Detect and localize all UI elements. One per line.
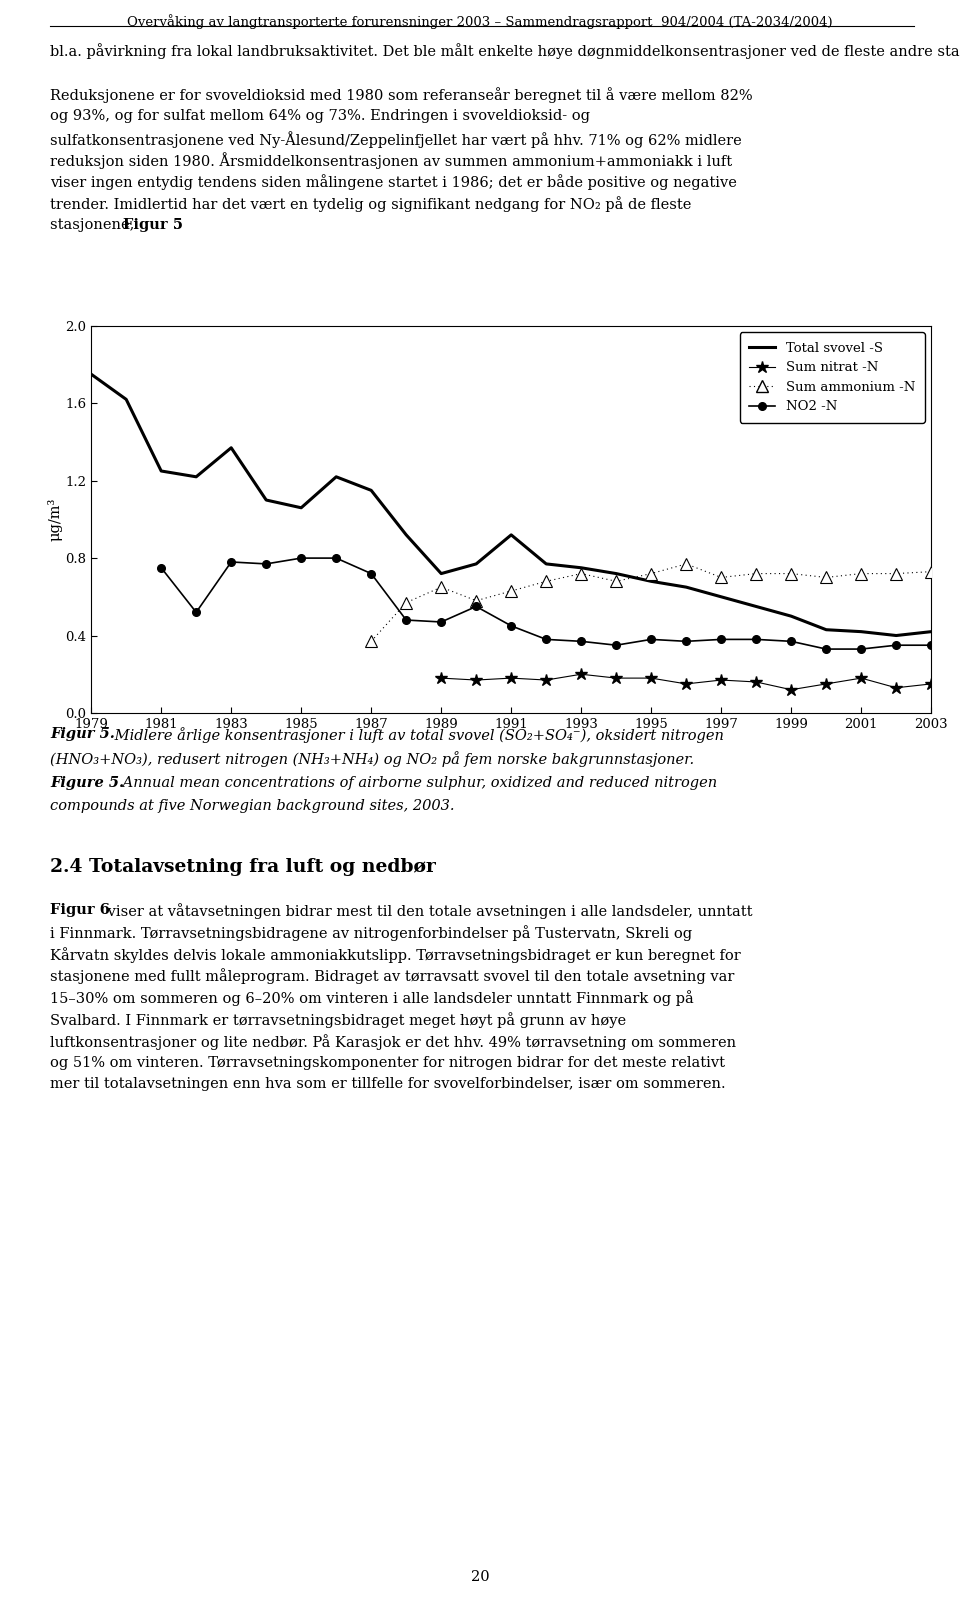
Text: Figur 5: Figur 5: [123, 218, 182, 232]
Text: stasjonene med fullt måleprogram. Bidraget av tørravsatt svovel til den totale a: stasjonene med fullt måleprogram. Bidrag…: [50, 968, 734, 984]
Text: viser ingen entydig tendens siden målingene startet i 1986; det er både positive: viser ingen entydig tendens siden måling…: [50, 174, 736, 190]
Text: Figure 5.: Figure 5.: [50, 776, 124, 790]
Text: (HNO₃+NO₃), redusert nitrogen (NH₃+NH₄) og NO₂ på fem norske bakgrunnstasjoner.: (HNO₃+NO₃), redusert nitrogen (NH₃+NH₄) …: [50, 750, 694, 766]
Text: reduksjon siden 1980. Årsmiddelkonsentrasjonen av summen ammonium+ammoniakk i lu: reduksjon siden 1980. Årsmiddelkonsentra…: [50, 153, 732, 169]
Text: 15–30% om sommeren og 6–20% om vinteren i alle landsdeler unntatt Finnmark og på: 15–30% om sommeren og 6–20% om vinteren …: [50, 990, 694, 1007]
Text: Svalbard. I Finnmark er tørravsetningsbidraget meget høyt på grunn av høye: Svalbard. I Finnmark er tørravsetningsbi…: [50, 1013, 626, 1027]
Text: Figur 6: Figur 6: [50, 903, 109, 918]
Text: .: .: [173, 218, 178, 232]
Legend: Total svovel -S, Sum nitrat -N, Sum ammonium -N, NO2 -N: Total svovel -S, Sum nitrat -N, Sum ammo…: [740, 332, 924, 423]
Text: Kårvatn skyldes delvis lokale ammoniakkutslipp. Tørravsetningsbidraget er kun be: Kårvatn skyldes delvis lokale ammoniakku…: [50, 947, 741, 963]
Text: mer til totalavsetningen enn hva som er tillfelle for svovelforbindelser, især o: mer til totalavsetningen enn hva som er …: [50, 1077, 726, 1092]
Text: Annual mean concentrations of airborne sulphur, oxidized and reduced nitrogen: Annual mean concentrations of airborne s…: [118, 776, 717, 790]
Text: Reduksjonene er for svoveldioksid med 1980 som referanseår beregnet til å være m: Reduksjonene er for svoveldioksid med 19…: [50, 87, 753, 103]
Text: Figur 5.: Figur 5.: [50, 727, 115, 742]
Text: trender. Imidlertid har det vært en tydelig og signifikant nedgang for NO₂ på de: trender. Imidlertid har det vært en tyde…: [50, 197, 691, 211]
Y-axis label: μg/m³: μg/m³: [47, 498, 62, 540]
Text: 2.4 Totalavsetning fra luft og nedbør: 2.4 Totalavsetning fra luft og nedbør: [50, 858, 436, 876]
Text: bl.a. påvirkning fra lokal landbruksaktivitet. Det ble målt enkelte høye døgnmid: bl.a. påvirkning fra lokal landbruksakti…: [50, 44, 960, 58]
Text: stasjonene,: stasjonene,: [50, 218, 139, 232]
Text: og 51% om vinteren. Tørravsetningskomponenter for nitrogen bidrar for det meste : og 51% om vinteren. Tørravsetningskompon…: [50, 1055, 725, 1069]
Text: viser at våtavsetningen bidrar mest til den totale avsetningen i alle landsdeler: viser at våtavsetningen bidrar mest til …: [103, 903, 753, 919]
Text: i Finnmark. Tørravsetningsbidragene av nitrogenforbindelser på Tustervatn, Skrel: i Finnmark. Tørravsetningsbidragene av n…: [50, 926, 692, 940]
Text: 20: 20: [470, 1569, 490, 1584]
Text: Overvåking av langtransporterte forurensninger 2003 – Sammendragsrapport  904/20: Overvåking av langtransporterte forurens…: [127, 13, 833, 29]
Text: compounds at five Norwegian background sites, 2003.: compounds at five Norwegian background s…: [50, 798, 454, 813]
Text: luftkonsentrasjoner og lite nedbør. På Karasjok er det hhv. 49% tørravsetning om: luftkonsentrasjoner og lite nedbør. På K…: [50, 1034, 736, 1050]
Text: Midlere årlige konsentrasjoner i luft av total svovel (SO₂+SO₄⁻), oksidert nitro: Midlere årlige konsentrasjoner i luft av…: [110, 727, 724, 744]
Text: og 93%, og for sulfat mellom 64% og 73%. Endringen i svoveldioksid- og: og 93%, og for sulfat mellom 64% og 73%.…: [50, 110, 589, 123]
Text: sulfatkonsentrasjonene ved Ny-Ålesund/Zeppelinfjellet har vært på hhv. 71% og 62: sulfatkonsentrasjonene ved Ny-Ålesund/Ze…: [50, 131, 742, 147]
